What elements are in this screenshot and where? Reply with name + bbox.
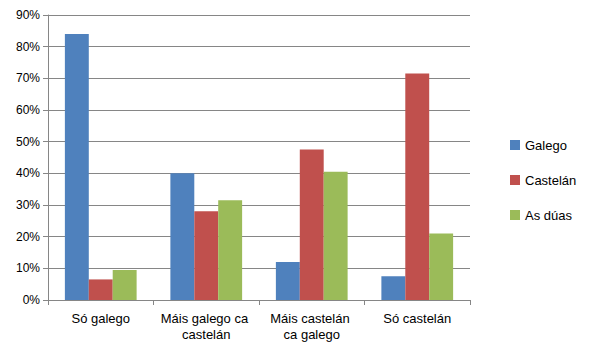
svg-text:20%: 20% xyxy=(16,230,40,244)
svg-text:Máis galego ca: Máis galego ca xyxy=(161,311,252,326)
svg-text:Só castelán: Só castelán xyxy=(383,311,451,326)
svg-text:70%: 70% xyxy=(16,71,40,85)
svg-text:40%: 40% xyxy=(16,166,40,180)
svg-text:castelán: castelán xyxy=(182,327,230,342)
svg-text:Só galego: Só galego xyxy=(71,311,130,326)
svg-text:As dúas: As dúas xyxy=(525,208,572,223)
svg-text:Galego: Galego xyxy=(525,138,567,153)
svg-text:Máis castelán: Máis castelán xyxy=(270,311,353,326)
svg-text:90%: 90% xyxy=(16,8,40,22)
svg-text:80%: 80% xyxy=(16,40,40,54)
svg-text:60%: 60% xyxy=(16,103,40,117)
svg-text:10%: 10% xyxy=(16,261,40,275)
svg-text:30%: 30% xyxy=(16,198,40,212)
svg-text:ca galego: ca galego xyxy=(284,327,340,342)
svg-text:50%: 50% xyxy=(16,135,40,149)
svg-text:Castelán: Castelán xyxy=(525,173,576,188)
svg-text:0%: 0% xyxy=(23,293,41,307)
